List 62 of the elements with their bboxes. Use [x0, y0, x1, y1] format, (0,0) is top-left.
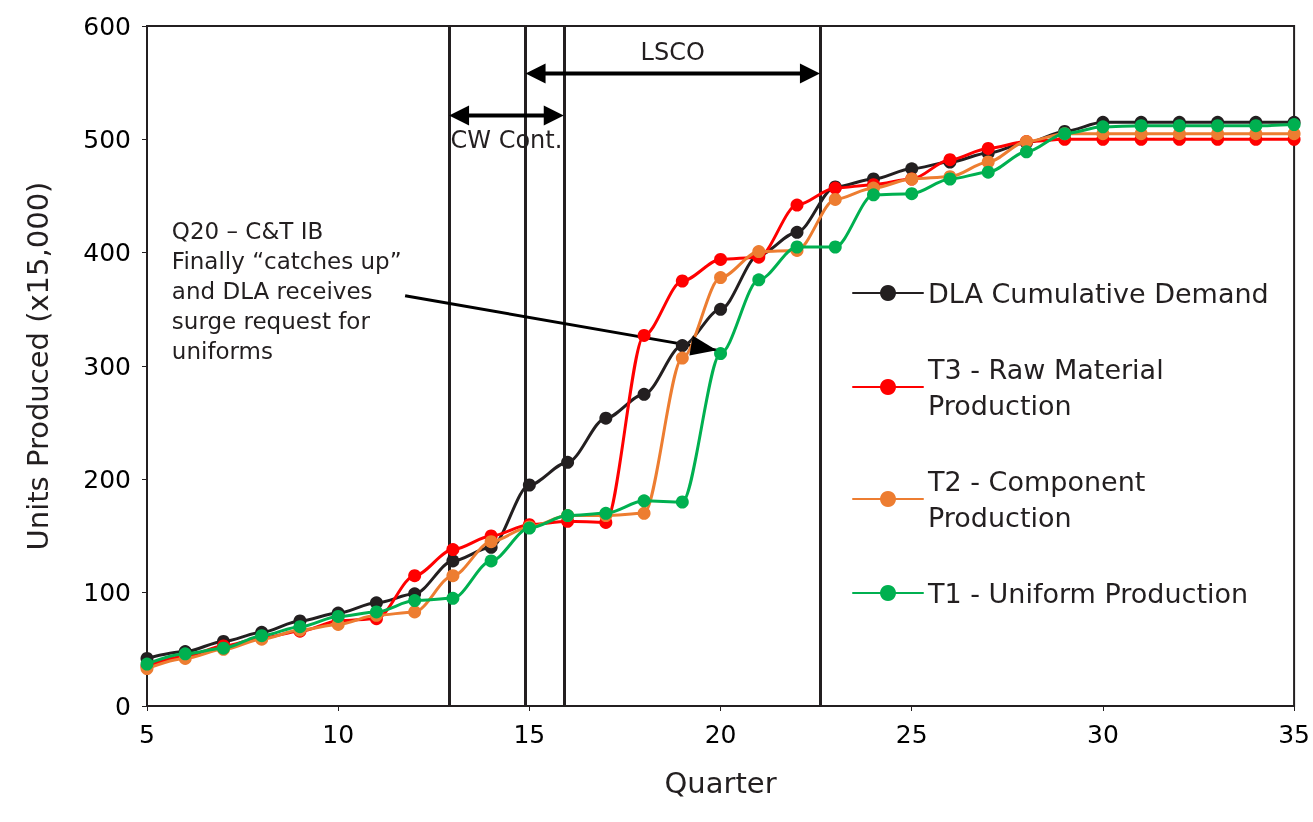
- legend-label: T2 - Component Production: [927, 465, 1154, 533]
- point: [522, 478, 536, 492]
- point: [1134, 119, 1148, 133]
- x-tick-label: 20: [704, 720, 737, 749]
- y-axis-title: Units Produced (x15,000): [20, 181, 55, 551]
- point: [408, 605, 422, 619]
- point: [446, 543, 460, 557]
- point: [790, 198, 804, 212]
- y-tick-label: 300: [83, 351, 131, 381]
- point: [867, 188, 880, 202]
- point: [637, 328, 651, 342]
- point: [675, 495, 689, 509]
- point: [828, 240, 842, 254]
- point: [714, 271, 728, 285]
- point: [790, 225, 804, 239]
- point: [637, 494, 651, 508]
- point: [1172, 119, 1186, 133]
- point: [675, 351, 689, 365]
- point: [446, 554, 460, 568]
- point: [599, 411, 613, 425]
- y-tick-label: 600: [83, 11, 131, 41]
- point: [637, 387, 651, 401]
- point: [981, 141, 995, 155]
- point: [1096, 120, 1110, 134]
- x-tick-label: 25: [895, 720, 928, 749]
- annotation: Q20 – C&T IB Finally “catches up” and DLA receives surge request for uniforms: [171, 218, 402, 365]
- point: [675, 339, 689, 353]
- point: [675, 274, 689, 288]
- x-tick-label: 10: [322, 720, 355, 749]
- point: [828, 192, 842, 206]
- point: [446, 569, 460, 583]
- y-tick-label: 100: [83, 578, 131, 608]
- y-tick-label: 400: [83, 238, 131, 268]
- legend-label: DLA Cumulative Demand: [928, 277, 1269, 309]
- y-tick-label: 0: [115, 691, 131, 721]
- point: [981, 165, 995, 179]
- point: [905, 162, 919, 176]
- x-tick-label: 35: [1278, 720, 1310, 749]
- point: [561, 455, 575, 469]
- point: [484, 535, 498, 549]
- legend-label: T3 - Raw Material Production: [927, 353, 1173, 421]
- point: [408, 569, 422, 583]
- point: [1249, 119, 1263, 133]
- point: [714, 302, 728, 316]
- y-tick-label: 200: [83, 464, 131, 494]
- x-axis-title: Quarter: [664, 765, 777, 800]
- x-tick-label: 5: [139, 720, 155, 749]
- point: [408, 594, 422, 608]
- legend-label: T1 - Uniform Production: [927, 577, 1249, 609]
- point: [484, 554, 498, 568]
- point: [446, 591, 460, 605]
- point: [905, 187, 919, 201]
- point: [714, 252, 728, 266]
- x-tick-label: 15: [513, 720, 546, 749]
- point: [752, 273, 766, 287]
- point: [1019, 145, 1033, 159]
- point: [637, 506, 651, 520]
- point: [714, 347, 728, 361]
- x-tick-label: 30: [1087, 720, 1119, 749]
- y-tick-label: 500: [83, 124, 131, 154]
- annotation: LSCO: [640, 38, 705, 66]
- point: [1211, 119, 1225, 133]
